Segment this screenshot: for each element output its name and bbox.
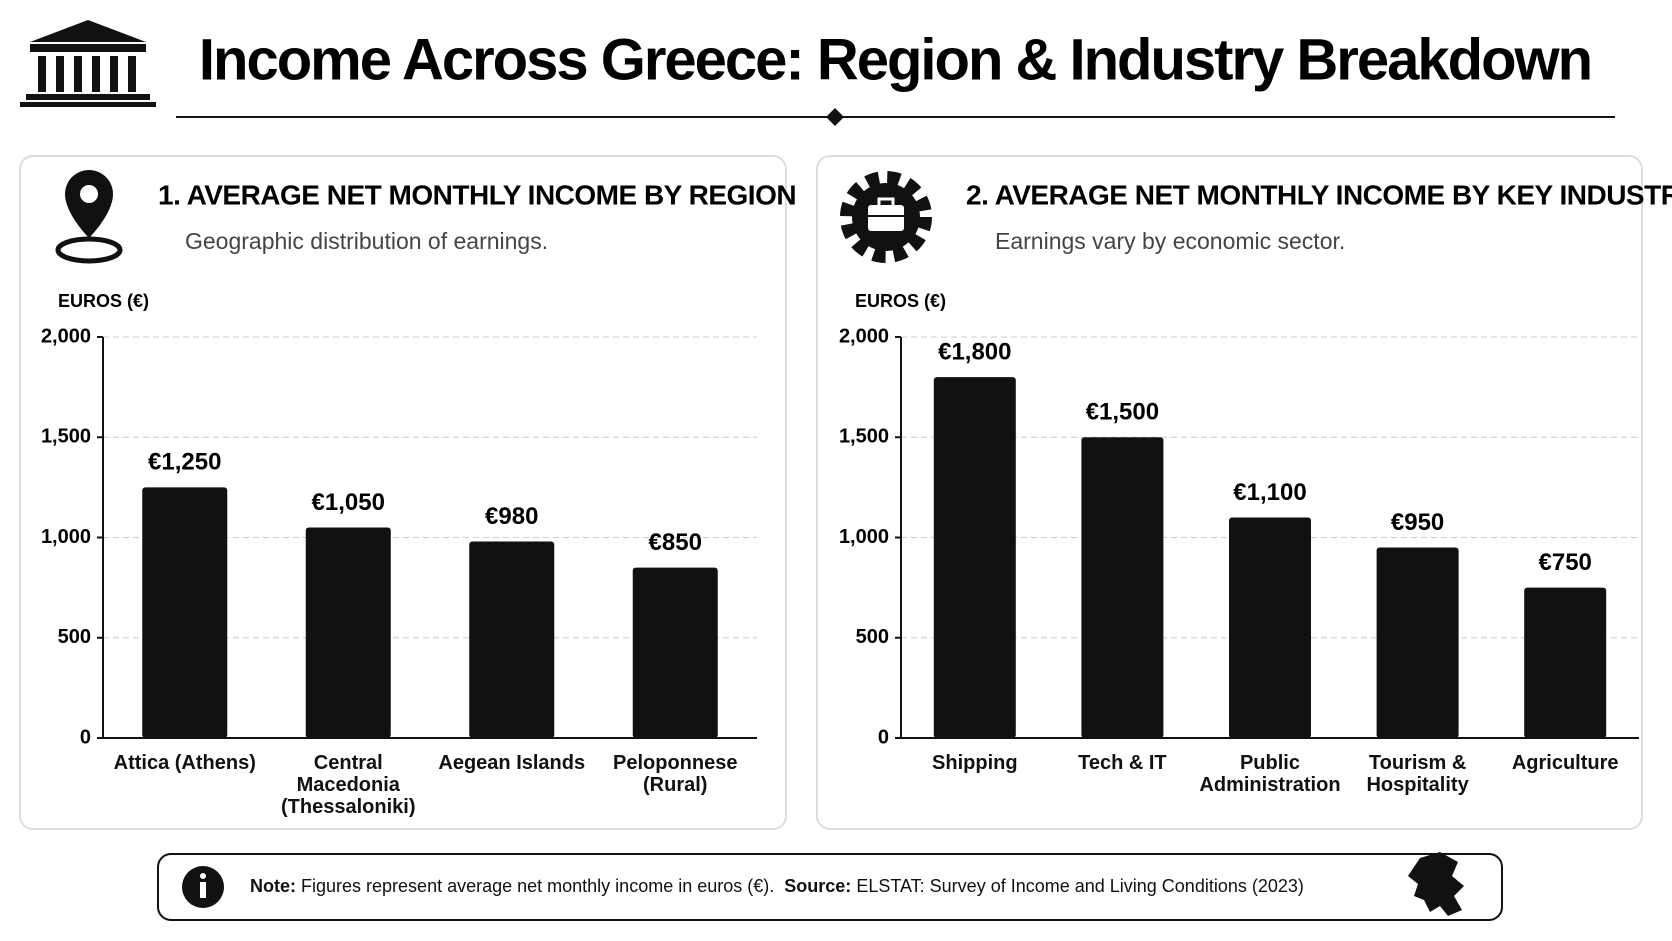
bar bbox=[305, 527, 391, 738]
page-title: Income Across Greece: Region & Industry … bbox=[199, 27, 1591, 92]
y-tick-label: 1,000 bbox=[41, 526, 91, 548]
bar bbox=[1229, 517, 1311, 738]
x-tick-label: Attica (Athens) bbox=[113, 752, 256, 774]
chart-title: 1. AVERAGE NET MONTHLY INCOME BY REGION bbox=[158, 179, 796, 210]
note: Note: Figures represent average net mont… bbox=[250, 876, 1304, 897]
panel bbox=[816, 155, 1643, 830]
diamond bbox=[826, 108, 844, 126]
bar bbox=[1081, 437, 1164, 738]
x-tick-label: Aegean Islands bbox=[438, 752, 586, 774]
bar bbox=[142, 487, 228, 738]
bar bbox=[632, 567, 718, 738]
x-tick-label: Public Administration bbox=[1199, 752, 1341, 796]
chart-title: 2. AVERAGE NET MONTHLY INCOME BY KEY IND… bbox=[966, 179, 1672, 210]
bar bbox=[1376, 547, 1459, 738]
x-tick-label: Shipping bbox=[932, 752, 1018, 774]
note-box bbox=[157, 853, 1503, 921]
value-label: €1,050 bbox=[312, 489, 385, 516]
value-label: €950 bbox=[1391, 509, 1444, 536]
value-label: €1,500 bbox=[1086, 399, 1159, 426]
y-tick-label: 2,000 bbox=[839, 325, 889, 347]
y-tick-label: 0 bbox=[80, 726, 91, 748]
y-tick-label: 0 bbox=[878, 726, 889, 748]
chart-subtitle: Geographic distribution of earnings. bbox=[185, 228, 548, 254]
y-axis-label: EUROS (€) bbox=[855, 291, 946, 311]
bar bbox=[469, 541, 555, 738]
gear-icon bbox=[840, 171, 932, 263]
y-tick-label: 2,000 bbox=[41, 325, 91, 347]
value-label: €850 bbox=[649, 529, 702, 556]
info-icon bbox=[182, 866, 224, 908]
value-label: €1,250 bbox=[148, 449, 221, 476]
greece-map bbox=[1408, 852, 1464, 916]
y-axis-label: EUROS (€) bbox=[58, 291, 149, 311]
x-tick-label: Peloponnese (Rural) bbox=[613, 752, 738, 796]
y-tick-label: 500 bbox=[58, 626, 91, 648]
value-label: €1,800 bbox=[938, 338, 1011, 365]
value-label: €1,100 bbox=[1233, 479, 1306, 506]
source-text: ELSTAT: Survey of Income and Living Cond… bbox=[856, 876, 1304, 896]
x-tick-label: Agriculture bbox=[1511, 752, 1619, 774]
value-label: €750 bbox=[1539, 549, 1592, 576]
chart-subtitle: Earnings vary by economic sector. bbox=[995, 228, 1345, 254]
y-tick-label: 1,500 bbox=[839, 426, 889, 448]
x-tick-label: Tourism & Hospitality bbox=[1366, 752, 1469, 796]
x-tick-label: Central Macedonia (Thessaloniki) bbox=[281, 752, 416, 818]
bar bbox=[1524, 587, 1607, 738]
y-tick-label: 1,500 bbox=[41, 426, 91, 448]
temple-icon bbox=[20, 20, 156, 107]
panel bbox=[19, 155, 787, 830]
value-label: €980 bbox=[485, 503, 538, 530]
note-label: Note: bbox=[250, 876, 296, 896]
source-label: Source: bbox=[784, 876, 852, 896]
y-tick-label: 1,000 bbox=[839, 526, 889, 548]
note-text: Figures represent average net monthly in… bbox=[301, 876, 775, 896]
x-tick-label: Tech & IT bbox=[1078, 752, 1167, 774]
bar bbox=[933, 377, 1016, 738]
y-tick-label: 500 bbox=[856, 626, 889, 648]
pin-icon bbox=[55, 170, 123, 264]
